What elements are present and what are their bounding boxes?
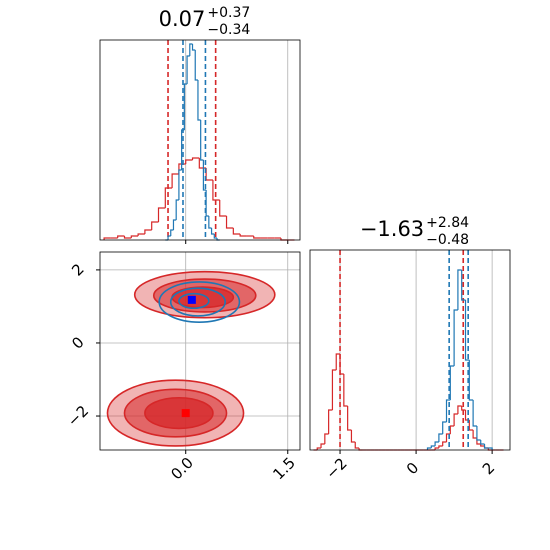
x-tick-label: 2 — [479, 459, 498, 478]
histogram-step — [461, 406, 466, 411]
histogram-step — [172, 219, 177, 230]
histogram-step — [194, 50, 198, 81]
histogram-step — [239, 234, 247, 237]
histogram-step — [457, 269, 462, 310]
histogram-step — [205, 190, 209, 217]
histogram-step — [200, 120, 204, 161]
histogram-step — [225, 216, 234, 229]
histogram-step — [320, 443, 325, 448]
histogram-step — [354, 442, 360, 449]
x-tick-label: 0.0 — [167, 454, 197, 484]
histogram-step — [164, 187, 173, 208]
histogram-step — [171, 173, 179, 188]
histogram-step — [208, 216, 212, 229]
histogram-step — [151, 221, 159, 230]
histogram-step — [488, 447, 493, 450]
panel-title: 0.07 — [159, 7, 206, 31]
title-lower: −0.34 — [207, 22, 250, 38]
histogram-step — [468, 420, 474, 431]
histogram-step — [442, 421, 447, 434]
contour — [178, 292, 210, 310]
histogram-step — [191, 157, 200, 160]
histogram-step — [438, 445, 443, 448]
histogram-step — [191, 44, 196, 51]
histogram-step — [438, 433, 443, 442]
histogram-step — [472, 430, 477, 439]
histogram-step — [453, 309, 458, 366]
title-upper: +0.37 — [207, 5, 250, 21]
histogram-step — [468, 360, 474, 401]
histogram-step — [476, 426, 481, 441]
y-tick-label: 0 — [68, 333, 87, 352]
histogram-step — [434, 447, 439, 450]
histogram-step — [449, 425, 455, 434]
histogram-step — [316, 447, 322, 450]
marker — [181, 409, 190, 418]
histogram-step — [480, 444, 485, 447]
histogram-step — [178, 169, 182, 200]
histogram-step — [205, 168, 213, 181]
title-lower: −0.48 — [426, 232, 469, 248]
histogram-step — [202, 160, 207, 191]
x-tick-label: 1.5 — [269, 454, 299, 484]
histogram-step — [347, 406, 352, 431]
histogram-step — [430, 445, 436, 448]
histogram-step — [157, 207, 166, 222]
histogram-step — [350, 430, 356, 443]
histogram-step — [445, 399, 451, 422]
histogram-step — [335, 353, 341, 370]
histogram-step — [343, 374, 348, 407]
histogram-step — [170, 229, 174, 236]
histogram-step — [189, 43, 193, 56]
histogram-step — [130, 235, 139, 238]
panel-frame — [309, 249, 511, 451]
histogram-step — [167, 235, 171, 240]
histogram-step — [480, 440, 485, 445]
histogram-step — [253, 236, 261, 239]
histogram-step — [464, 300, 470, 361]
histogram-step — [183, 83, 188, 130]
histogram-step — [213, 234, 218, 239]
histogram-step — [185, 159, 193, 164]
marker — [187, 295, 196, 304]
histogram-step — [212, 180, 220, 201]
contour — [158, 281, 241, 323]
histogram-step — [219, 200, 227, 217]
histogram-step — [328, 409, 333, 434]
histogram-step — [186, 55, 190, 84]
histogram-step — [331, 369, 337, 410]
histogram-step — [426, 447, 432, 450]
histogram-step — [324, 433, 329, 444]
title-upper: +2.84 — [426, 215, 469, 231]
histogram-step — [449, 365, 455, 400]
x-tick-label: 0 — [403, 459, 422, 478]
histogram-step — [461, 270, 466, 301]
histogram-step — [137, 233, 145, 236]
histogram-step — [197, 80, 201, 121]
y-tick-label: −2 — [64, 402, 92, 430]
panel-title: −1.63 — [360, 217, 424, 241]
y-tick-label: 2 — [68, 260, 87, 279]
histogram-step — [232, 228, 241, 235]
histogram-step — [144, 229, 152, 234]
histogram-step — [434, 441, 439, 446]
contour — [144, 396, 214, 430]
histogram-step — [175, 199, 179, 220]
x-tick-label: −2 — [322, 454, 350, 482]
histogram-step — [210, 228, 215, 235]
histogram-step — [457, 405, 462, 414]
panel-frame — [99, 39, 301, 241]
histogram-step — [483, 444, 489, 449]
histogram-step — [103, 237, 111, 240]
histogram-step — [453, 413, 458, 426]
contour — [169, 287, 226, 317]
histogram-step — [442, 441, 447, 446]
histogram-step — [117, 235, 125, 238]
panel-frame — [99, 251, 301, 451]
histogram-step — [123, 236, 132, 239]
histogram-step — [472, 400, 477, 427]
